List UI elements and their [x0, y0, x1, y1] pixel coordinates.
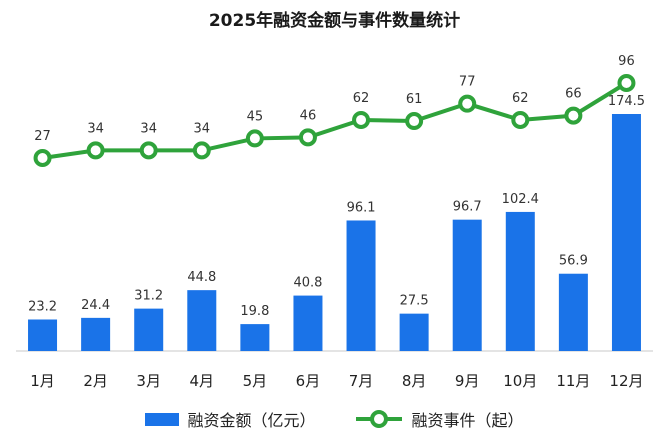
- legend-swatch-line: [355, 410, 402, 428]
- line-point-7: [352, 110, 371, 129]
- x-tick-label-11: 11月: [556, 372, 590, 390]
- line-label-7: 62: [353, 91, 370, 106]
- bar-8: [399, 313, 429, 351]
- line-point-1: [33, 149, 52, 167]
- line-label-4: 34: [194, 121, 211, 136]
- x-tick-label-8: 8月: [402, 372, 427, 390]
- x-tick-label-3: 3月: [136, 372, 161, 390]
- line-point-4: [192, 141, 211, 160]
- bar-6: [293, 295, 323, 351]
- line-label-12: 96: [618, 54, 635, 69]
- x-tick-label-6: 6月: [296, 372, 321, 390]
- bar-11: [558, 273, 588, 351]
- bar-3: [134, 308, 164, 351]
- bar-label-11: 56.9: [559, 254, 588, 269]
- legend-label-events: 融资事件（起）: [411, 411, 524, 430]
- bar-12: [611, 114, 641, 351]
- line-label-3: 34: [140, 121, 157, 136]
- legend-swatch-bar: [145, 412, 180, 426]
- line-point-8: [405, 112, 424, 131]
- bar-label-9: 96.7: [453, 200, 482, 215]
- line-point-2: [86, 141, 105, 160]
- line-label-8: 61: [406, 92, 423, 107]
- bar-label-4: 44.8: [187, 270, 216, 285]
- line-point-9: [458, 94, 477, 113]
- bar-10: [505, 211, 535, 351]
- x-tick-label-4: 4月: [190, 372, 215, 390]
- bar-1: [28, 319, 58, 351]
- events-line: [42, 81, 628, 160]
- line-point-10: [511, 110, 530, 129]
- legend-item-events: 融资事件（起）: [354, 407, 524, 431]
- bar-label-8: 27.5: [400, 294, 429, 309]
- legend-item-amount: 融资金额（亿元）: [145, 407, 316, 431]
- bar-label-1: 23.2: [28, 299, 57, 314]
- line-point-6: [298, 128, 317, 147]
- line-label-9: 77: [459, 75, 476, 90]
- line-label-5: 45: [247, 109, 264, 124]
- line-point-5: [245, 129, 264, 148]
- bar-5: [240, 324, 270, 351]
- line-label-1: 27: [34, 129, 51, 144]
- bar-label-12: 174.5: [608, 94, 645, 109]
- bar-label-10: 102.4: [502, 192, 539, 207]
- bar-label-3: 31.2: [134, 289, 163, 304]
- line-label-11: 66: [565, 87, 582, 102]
- bar-label-2: 24.4: [81, 298, 110, 313]
- x-tick-label-12: 12月: [609, 372, 643, 390]
- x-tick-label-2: 2月: [83, 372, 108, 390]
- bar-9: [452, 219, 482, 351]
- line-label-2: 34: [87, 121, 104, 136]
- bar-label-7: 96.1: [347, 200, 376, 215]
- line-point-3: [139, 141, 158, 160]
- bar-2: [81, 317, 111, 351]
- line-point-12: [617, 74, 636, 92]
- legend-label-amount: 融资金额（亿元）: [187, 411, 316, 430]
- bar-4: [187, 290, 217, 351]
- x-tick-label-10: 10月: [503, 372, 537, 390]
- line-label-10: 62: [512, 91, 529, 106]
- x-tick-label-1: 1月: [30, 372, 55, 390]
- bar-label-6: 40.8: [293, 276, 322, 291]
- line-label-6: 46: [300, 108, 317, 123]
- x-tick-label-9: 9月: [455, 372, 480, 390]
- line-point-11: [564, 106, 583, 125]
- bar-label-5: 19.8: [240, 304, 269, 319]
- bar-7: [346, 220, 376, 351]
- chart-title: 2025年融资金额与事件数量统计: [208, 11, 461, 31]
- legend: 融资金额（亿元） 融资事件（起）: [0, 404, 669, 434]
- x-tick-label-5: 5月: [243, 372, 268, 390]
- x-tick-label-7: 7月: [349, 372, 374, 390]
